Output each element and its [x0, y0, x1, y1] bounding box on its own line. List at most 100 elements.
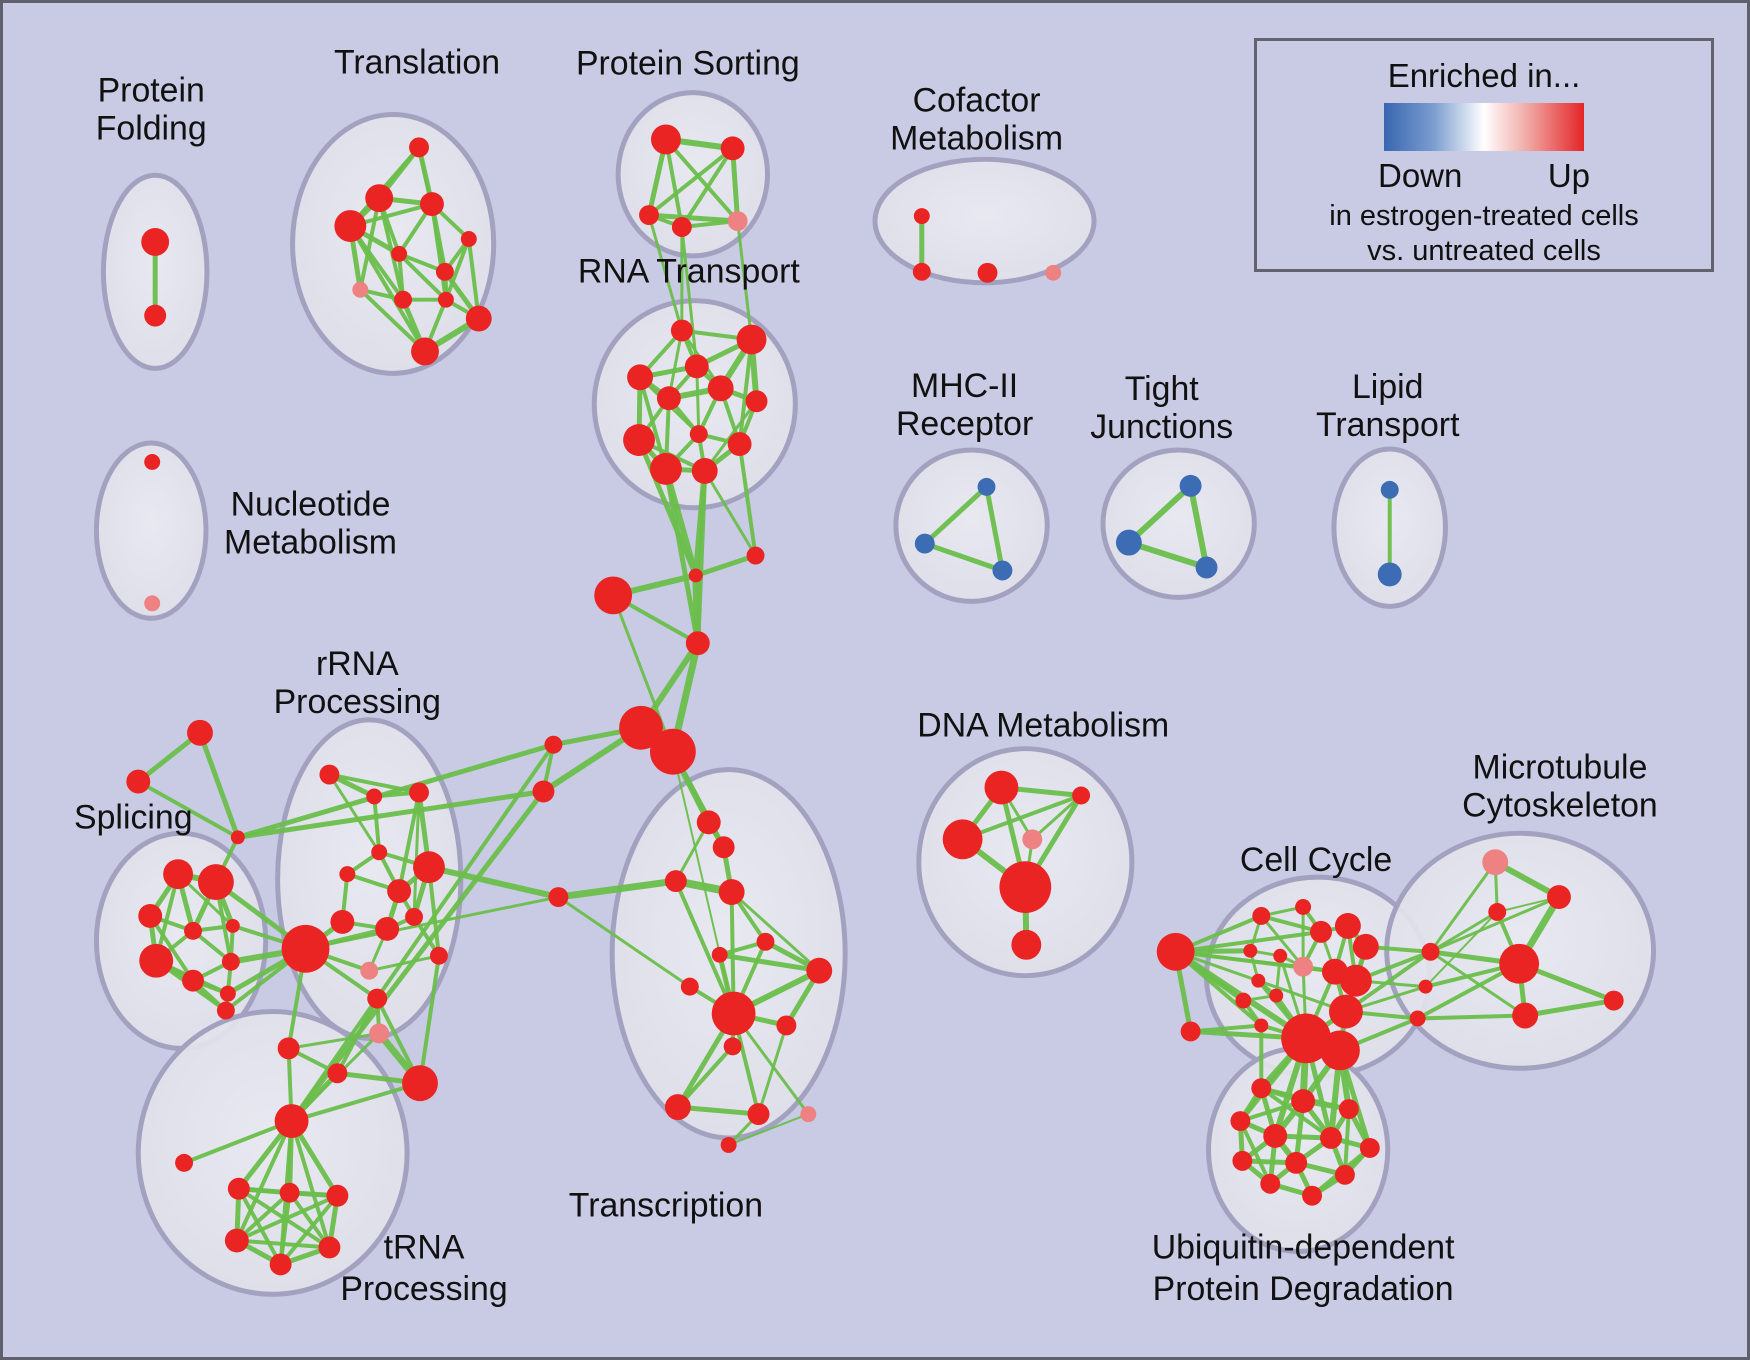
network-edge	[305, 895, 559, 951]
gene-set-node	[375, 916, 400, 941]
cluster-label: Lipid	[1352, 368, 1423, 406]
gene-set-node	[745, 390, 768, 413]
network-edge	[412, 792, 421, 918]
network-edge	[1344, 950, 1432, 1014]
gene-set-node	[1235, 992, 1252, 1009]
gene-set-node	[670, 319, 693, 342]
gene-set-node	[405, 907, 424, 926]
cluster-label: Protein Degradation	[1153, 1270, 1454, 1308]
network-edge	[291, 1081, 421, 1123]
gene-set-node	[367, 988, 388, 1009]
gene-set-node	[680, 977, 699, 996]
gene-set-node	[1072, 786, 1091, 805]
cluster-ellipse-tight-junctions	[1100, 447, 1257, 600]
legend-gradient-bar	[1384, 103, 1584, 151]
network-edge	[676, 1045, 735, 1109]
gene-set-node	[1285, 1151, 1308, 1174]
gene-set-node	[977, 262, 998, 283]
network-edge	[1127, 539, 1208, 571]
gene-set-node	[532, 780, 555, 803]
gene-set-node	[649, 453, 682, 485]
gene-set-node	[1156, 932, 1195, 971]
gene-set-node	[1302, 1185, 1323, 1206]
network-edge	[703, 400, 758, 472]
cluster-label: Metabolism	[890, 119, 1063, 157]
cluster-label: Junctions	[1090, 408, 1233, 446]
cluster-label: Cell Cycle	[1240, 841, 1392, 879]
gene-set-node	[144, 454, 161, 470]
gene-set-node	[366, 788, 383, 805]
network-edge	[444, 238, 471, 301]
gene-set-node	[548, 887, 569, 907]
network-edge	[235, 1120, 294, 1242]
network-edge	[647, 146, 734, 217]
gene-set-node	[619, 705, 663, 750]
gene-set-node	[1310, 920, 1332, 943]
gene-set-node	[224, 1228, 249, 1253]
gene-set-node	[1320, 1030, 1360, 1071]
gene-set-node	[1418, 979, 1433, 994]
network-edge	[372, 796, 382, 853]
gene-set-node	[1482, 849, 1509, 876]
gene-set-node	[1243, 943, 1258, 958]
gene-set-node	[1421, 942, 1440, 961]
gene-set-node	[746, 546, 765, 565]
network-edge	[674, 880, 736, 1015]
gene-set-node	[126, 769, 151, 794]
cluster-label: tRNA	[384, 1228, 465, 1266]
network-edge	[368, 954, 440, 973]
network-edge	[737, 443, 758, 556]
gene-set-node	[175, 1153, 194, 1172]
gene-set-node	[727, 211, 748, 231]
cluster-label: Cofactor	[913, 81, 1041, 119]
legend-title: Enriched in...	[1387, 57, 1581, 94]
gene-set-node	[227, 1177, 250, 1200]
gene-set-node	[720, 136, 745, 161]
gene-set-node	[1291, 1089, 1316, 1114]
gene-set-node	[365, 184, 394, 213]
gene-set-node	[334, 210, 367, 242]
legend-box: Enriched in... Down Up in estrogen-treat…	[1254, 38, 1714, 272]
gene-set-node	[184, 921, 202, 940]
network-edge	[1429, 910, 1499, 954]
network-edge	[358, 197, 382, 291]
network-edge	[428, 864, 560, 900]
gene-set-node	[913, 208, 930, 225]
gene-set-node	[649, 728, 696, 775]
gene-set-node	[339, 866, 356, 883]
gene-set-node	[1380, 480, 1399, 499]
network-edge	[677, 1104, 759, 1117]
gene-set-node	[1295, 899, 1312, 915]
gene-set-node	[1293, 956, 1314, 977]
network-edge	[1260, 915, 1305, 968]
gene-set-node	[269, 1253, 292, 1276]
gene-set-node	[435, 262, 454, 281]
gene-set-node	[1512, 1002, 1539, 1029]
cluster-label: MHC-II	[911, 367, 1018, 405]
gene-set-node	[684, 354, 709, 379]
legend-subtitle-line2: vs. untreated cells	[1367, 235, 1601, 267]
gene-set-node	[1251, 973, 1266, 988]
cluster-label: Transcription	[569, 1187, 763, 1225]
gene-set-node	[1195, 556, 1218, 579]
gene-set-node	[1334, 912, 1361, 939]
gene-set-node	[281, 924, 330, 973]
network-edge	[358, 288, 427, 353]
gene-set-node	[627, 364, 653, 391]
gene-set-node	[429, 946, 448, 965]
network-edge	[680, 147, 735, 229]
gene-set-node	[691, 457, 718, 484]
network-edge	[923, 485, 989, 546]
gene-set-node	[144, 595, 161, 612]
gene-set-node	[219, 985, 236, 1002]
gene-set-node	[1547, 885, 1571, 909]
gene-set-node	[720, 1136, 737, 1153]
cluster-label: Metabolism	[224, 524, 397, 562]
network-edge	[636, 439, 699, 577]
legend-subtitle-line1: in estrogen-treated cells	[1329, 200, 1639, 232]
network-edge	[737, 339, 754, 445]
network-edge	[278, 1192, 292, 1265]
network-edge	[557, 895, 691, 988]
gene-set-node	[465, 305, 492, 332]
cluster-label: rRNA	[316, 645, 399, 683]
